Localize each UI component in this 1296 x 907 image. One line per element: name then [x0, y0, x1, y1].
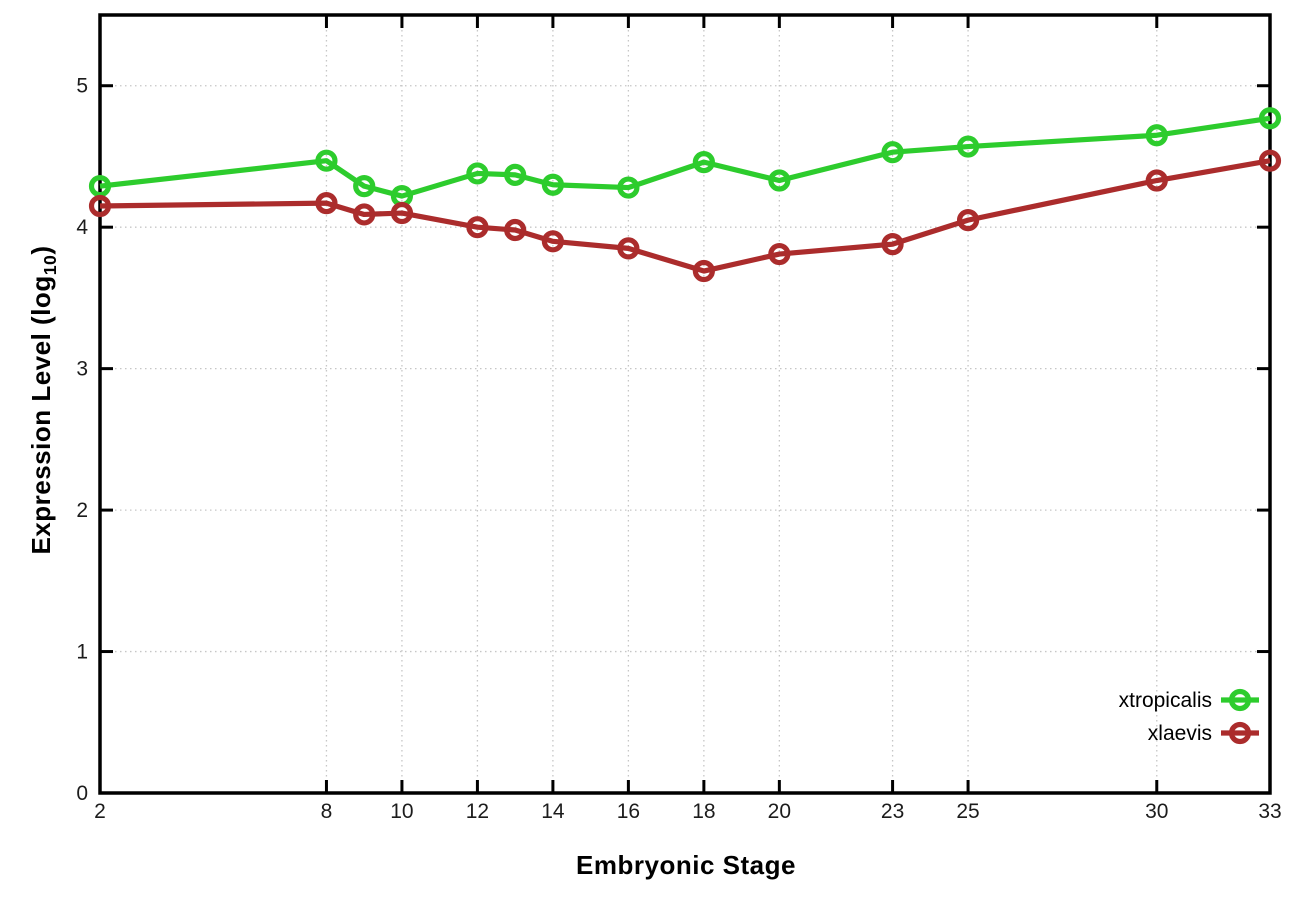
- x-tick-label: 14: [541, 800, 565, 823]
- data-point-xlaevis: [1258, 149, 1282, 172]
- data-point-xlaevis: [88, 194, 112, 218]
- data-point-xlaevis: [353, 203, 376, 226]
- data-point-xlaevis: [315, 192, 338, 215]
- y-axis-title-text: Expression Level (log: [26, 275, 56, 555]
- data-point-xlaevis: [541, 230, 565, 253]
- x-tick-label: 25: [956, 800, 979, 823]
- x-tick-label: 16: [617, 800, 640, 823]
- data-point-xtropicalis: [956, 135, 980, 158]
- data-point-xtropicalis: [88, 175, 112, 198]
- y-axis-title-suffix: ): [26, 245, 56, 255]
- x-tick-label: 10: [390, 800, 413, 823]
- data-point-xtropicalis: [881, 141, 904, 164]
- y-tick-label: 0: [76, 782, 88, 805]
- data-point-xlaevis: [881, 233, 904, 256]
- x-tick-label: 18: [692, 800, 715, 823]
- y-tick-label: 1: [76, 641, 88, 664]
- data-point-xtropicalis: [617, 176, 640, 199]
- x-tick-label: 23: [881, 800, 904, 823]
- data-point-xtropicalis: [353, 175, 376, 198]
- legend-label-xtropicalis: xtropicalis: [1119, 689, 1212, 712]
- series-line-xlaevis: [99, 158, 1271, 274]
- data-point-xtropicalis: [504, 163, 527, 186]
- data-point-xlaevis: [617, 237, 640, 260]
- data-point-xlaevis: [466, 216, 489, 239]
- legend-label-xlaevis: xlaevis: [1148, 722, 1212, 745]
- x-tick-label: 8: [321, 800, 333, 823]
- data-point-xtropicalis: [541, 173, 565, 196]
- x-tick-label: 12: [466, 800, 489, 823]
- data-point-xlaevis: [692, 259, 715, 283]
- data-point-xtropicalis: [1145, 124, 1168, 147]
- x-tick-label: 30: [1145, 800, 1168, 823]
- series-line-xtropicalis: [99, 115, 1271, 199]
- data-point-xtropicalis: [315, 149, 338, 172]
- y-axis-title: Expression Level (log10): [26, 100, 62, 700]
- data-point-xtropicalis: [768, 169, 791, 192]
- x-tick-label: 20: [768, 800, 791, 823]
- data-point-xtropicalis: [466, 162, 489, 185]
- data-point-xlaevis: [390, 201, 414, 225]
- data-point-xlaevis: [1145, 169, 1168, 192]
- y-tick-label: 4: [76, 216, 88, 239]
- data-point-xtropicalis: [692, 151, 715, 174]
- data-point-xlaevis: [504, 218, 527, 242]
- y-axis-title-subscript: 10: [40, 254, 60, 276]
- x-axis-title: Embryonic Stage: [576, 850, 796, 880]
- plot-border: [98, 13, 1272, 795]
- y-tick-label: 2: [76, 499, 88, 522]
- y-tick-label: 3: [76, 358, 88, 381]
- data-point-xlaevis: [768, 242, 791, 266]
- legend-marker-xtropicalis: [1228, 688, 1252, 712]
- y-tick-label: 5: [76, 75, 88, 98]
- data-point-xlaevis: [956, 209, 980, 232]
- data-point-xtropicalis: [1258, 107, 1282, 130]
- legend-marker-xlaevis: [1228, 721, 1252, 745]
- x-tick-label: 33: [1258, 800, 1281, 823]
- x-tick-label: 2: [94, 800, 106, 823]
